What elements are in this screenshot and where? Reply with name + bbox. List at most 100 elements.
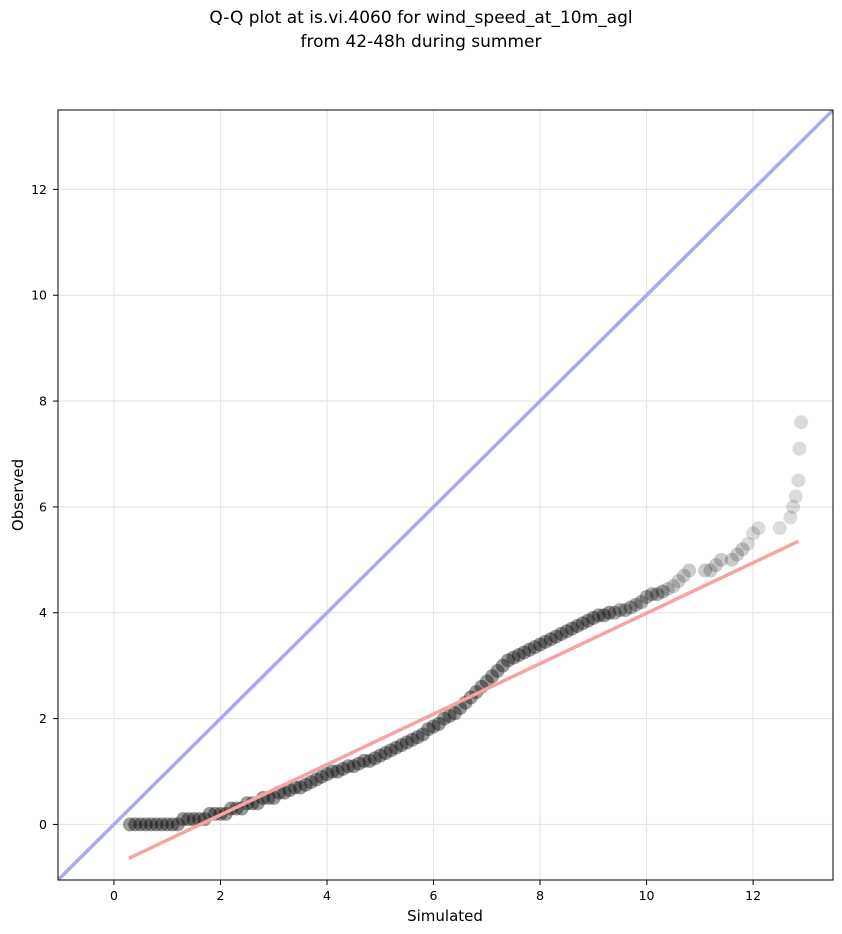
data-point xyxy=(698,563,713,578)
data-point xyxy=(506,650,521,665)
data-point xyxy=(325,764,340,779)
data-point xyxy=(426,719,441,734)
data-point xyxy=(751,521,766,536)
data-point xyxy=(133,817,148,832)
data-point xyxy=(794,415,809,430)
data-point xyxy=(378,745,393,760)
y-tick-label: 6 xyxy=(39,499,47,514)
data-point xyxy=(740,536,755,551)
x-axis-label: Simulated xyxy=(407,907,483,925)
data-point xyxy=(447,706,462,721)
data-point xyxy=(186,812,201,827)
data-point xyxy=(266,790,281,805)
data-point xyxy=(367,751,382,766)
data-point xyxy=(309,772,324,787)
data-point xyxy=(676,568,691,583)
data-point xyxy=(538,634,553,649)
data-point xyxy=(410,730,425,745)
data-point xyxy=(724,552,739,567)
data-point xyxy=(527,640,542,655)
data-point xyxy=(314,769,329,784)
data-point xyxy=(346,759,361,774)
data-point xyxy=(351,756,366,771)
data-point xyxy=(431,716,446,731)
data-point xyxy=(570,618,585,633)
y-axis-label: Observed xyxy=(9,459,27,531)
data-point xyxy=(293,780,308,795)
data-point xyxy=(394,738,409,753)
data-point xyxy=(623,600,638,615)
data-point xyxy=(373,748,388,763)
axis-ticks: 0 2 4 6 8 10 12 0 2 4 6 8 10 12 xyxy=(31,182,761,903)
data-point xyxy=(181,812,196,827)
data-point xyxy=(791,473,806,488)
data-point xyxy=(122,817,137,832)
data-point xyxy=(298,777,313,792)
data-point xyxy=(644,587,659,602)
fit-line xyxy=(128,539,800,860)
data-point xyxy=(495,658,510,673)
y-tick-label: 10 xyxy=(31,288,47,303)
data-point xyxy=(586,611,601,626)
data-point xyxy=(442,708,457,723)
reference-lines xyxy=(58,110,833,880)
identity-line xyxy=(58,110,833,880)
data-point xyxy=(490,663,505,678)
data-point xyxy=(730,547,745,562)
grid-lines xyxy=(58,110,833,880)
data-point xyxy=(421,722,436,737)
data-point xyxy=(501,653,516,668)
data-point xyxy=(682,563,697,578)
data-point xyxy=(671,573,686,588)
data-point xyxy=(383,743,398,758)
data-point xyxy=(543,632,558,647)
data-point xyxy=(362,753,377,768)
y-tick-label: 2 xyxy=(39,711,47,726)
data-point xyxy=(708,558,723,573)
data-point xyxy=(554,626,569,641)
data-point xyxy=(639,589,654,604)
data-point xyxy=(170,817,185,832)
data-point xyxy=(565,621,580,636)
data-point xyxy=(786,499,801,514)
data-point xyxy=(788,489,803,504)
data-point xyxy=(628,597,643,612)
data-point xyxy=(485,669,500,684)
data-point xyxy=(559,624,574,639)
x-tick-label: 8 xyxy=(536,888,544,903)
plot-frame xyxy=(57,109,834,881)
data-point xyxy=(746,526,761,541)
data-point xyxy=(714,552,729,567)
data-points xyxy=(122,415,809,832)
data-point xyxy=(666,579,681,594)
data-point xyxy=(165,817,180,832)
data-point xyxy=(533,637,548,652)
x-tick-label: 10 xyxy=(639,888,655,903)
data-point xyxy=(128,817,143,832)
data-point xyxy=(304,775,319,790)
data-point xyxy=(511,648,526,663)
data-point xyxy=(618,603,633,618)
data-point xyxy=(549,629,564,644)
x-tick-label: 0 xyxy=(110,888,118,903)
data-point xyxy=(517,645,532,660)
data-point xyxy=(415,727,430,742)
data-point xyxy=(319,767,334,782)
data-point xyxy=(138,817,153,832)
data-point xyxy=(783,510,798,525)
data-point xyxy=(288,780,303,795)
x-tick-label: 12 xyxy=(745,888,761,903)
data-point xyxy=(149,817,164,832)
data-point xyxy=(634,595,649,610)
data-point xyxy=(735,542,750,557)
data-point xyxy=(176,812,191,827)
data-point xyxy=(389,740,404,755)
data-point xyxy=(399,735,414,750)
data-point xyxy=(522,642,537,657)
data-point xyxy=(792,441,807,456)
data-point xyxy=(703,563,718,578)
y-tick-label: 0 xyxy=(39,817,47,832)
data-point xyxy=(650,587,665,602)
data-point xyxy=(772,521,787,536)
